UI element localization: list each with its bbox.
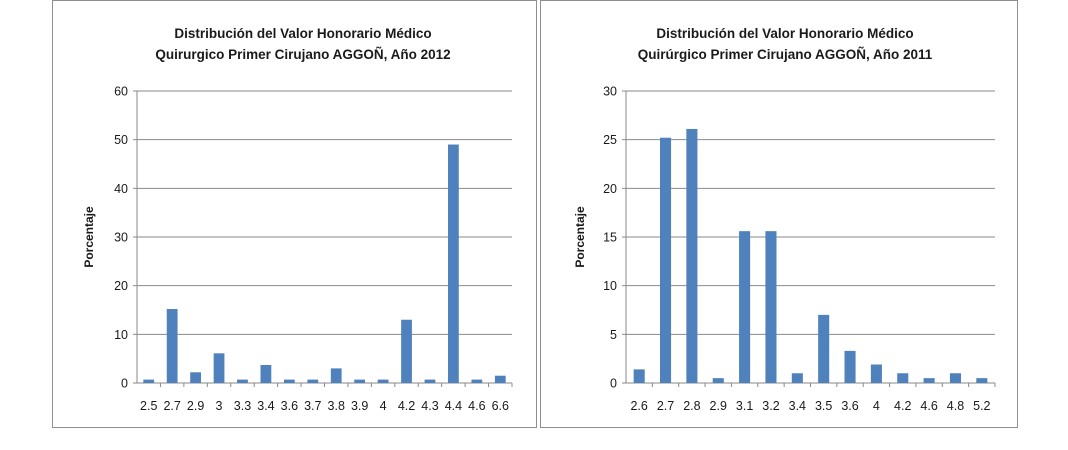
x-tick-label: 4: [873, 399, 880, 413]
y-tick-label: 20: [603, 182, 617, 196]
bar-6.6: [494, 375, 506, 383]
bar-2.7: [660, 137, 672, 383]
bar-4.6: [471, 379, 483, 383]
y-tick-label: 0: [121, 377, 128, 391]
y-tick-label: 15: [603, 231, 617, 245]
bar-3.8: [330, 368, 342, 383]
bar-4.2: [897, 373, 909, 383]
x-tick-label: 3.7: [304, 399, 321, 413]
y-tick-label: 30: [114, 231, 128, 245]
bar-3.3: [237, 379, 248, 383]
bar-5.2: [976, 378, 988, 383]
chart-title-line: Quirurgico Primer Cirujano AGGOÑ, Año 20…: [155, 47, 450, 62]
bar-2.9: [190, 372, 201, 383]
x-tick-label: 3.4: [789, 399, 806, 413]
bar-2.9: [712, 378, 724, 383]
bar-3.5: [818, 314, 830, 383]
bar-3.6: [283, 379, 295, 383]
x-tick-label: 3.5: [815, 399, 832, 413]
y-axis-label: Porcentaje: [573, 206, 587, 268]
x-tick-label: 3.2: [762, 399, 779, 413]
y-tick-label: 10: [603, 279, 617, 293]
x-tick-label: 3: [216, 399, 223, 413]
y-tick-label: 30: [603, 85, 617, 99]
x-tick-label: 3.9: [351, 399, 368, 413]
chart-title-line: Distribución del Valor Honorario Médico: [174, 26, 431, 41]
bar-4.6: [923, 378, 935, 383]
bar-4.3: [424, 379, 436, 383]
bar-2.7: [166, 309, 178, 383]
x-tick-label: 3.6: [281, 399, 298, 413]
bar-4: [870, 364, 882, 383]
x-tick-label: 3.6: [841, 399, 858, 413]
x-tick-label: 3.4: [257, 399, 274, 413]
y-tick-label: 20: [114, 279, 128, 293]
x-tick-label: 4.8: [947, 399, 964, 413]
chart-title-line: Quirúrgico Primer Cirujano AGGOÑ, Año 20…: [638, 47, 933, 62]
bar-3.4: [791, 373, 803, 383]
x-tick-label: 3.8: [328, 399, 345, 413]
x-tick-label: 2.9: [187, 399, 204, 413]
bar-3.9: [354, 379, 366, 383]
x-tick-label: 3.1: [736, 399, 753, 413]
bar-4: [377, 379, 389, 383]
bar-2.6: [633, 369, 645, 383]
bar-3: [213, 353, 225, 383]
chart-title-line: Distribución del Valor Honorario Médico: [656, 26, 913, 41]
bar-2.5: [143, 379, 155, 383]
x-tick-label: 4: [380, 399, 387, 413]
chart-panel-2011: Distribución del Valor Honorario Médico Q…: [540, 0, 1018, 428]
chart-2011: Distribución del Valor Honorario Médico Q…: [573, 26, 996, 413]
x-tick-label: 5.2: [973, 399, 990, 413]
chart-panel-2012: Distribución del Valor Honorario Médico Q…: [52, 0, 537, 428]
y-tick-label: 0: [610, 377, 617, 391]
x-tick-label: 2.8: [683, 399, 700, 413]
bar-3.2: [765, 231, 777, 383]
y-tick-label: 10: [114, 328, 128, 342]
bar-3.6: [844, 350, 856, 383]
x-tick-label: 6.6: [492, 399, 509, 413]
bar-4.4: [448, 144, 459, 383]
x-tick-label: 2.7: [657, 399, 674, 413]
bar-3.4: [260, 364, 272, 383]
bar-4.8: [949, 373, 961, 383]
x-tick-label: 4.4: [445, 399, 462, 413]
x-tick-label: 4.2: [398, 399, 415, 413]
y-tick-label: 5: [610, 328, 617, 342]
x-tick-label: 3.3: [234, 399, 251, 413]
x-tick-label: 4.6: [920, 399, 937, 413]
x-tick-label: 2.5: [140, 399, 157, 413]
y-tick-label: 40: [114, 182, 128, 196]
bar-3.1: [739, 231, 751, 383]
chart-2012: Distribución del Valor Honorario Médico Q…: [82, 26, 513, 413]
x-tick-label: 2.9: [710, 399, 727, 413]
x-tick-label: 4.6: [468, 399, 485, 413]
bar-3.7: [307, 379, 319, 383]
y-tick-label: 60: [114, 85, 128, 99]
bar-2.8: [686, 128, 698, 383]
y-tick-label: 50: [114, 133, 128, 147]
bar-4.2: [401, 319, 412, 383]
x-tick-label: 4.3: [421, 399, 438, 413]
x-tick-label: 2.6: [630, 399, 647, 413]
y-tick-label: 25: [603, 133, 617, 147]
x-tick-label: 2.7: [163, 399, 180, 413]
x-tick-label: 4.2: [894, 399, 911, 413]
y-axis-label: Porcentaje: [82, 206, 96, 268]
